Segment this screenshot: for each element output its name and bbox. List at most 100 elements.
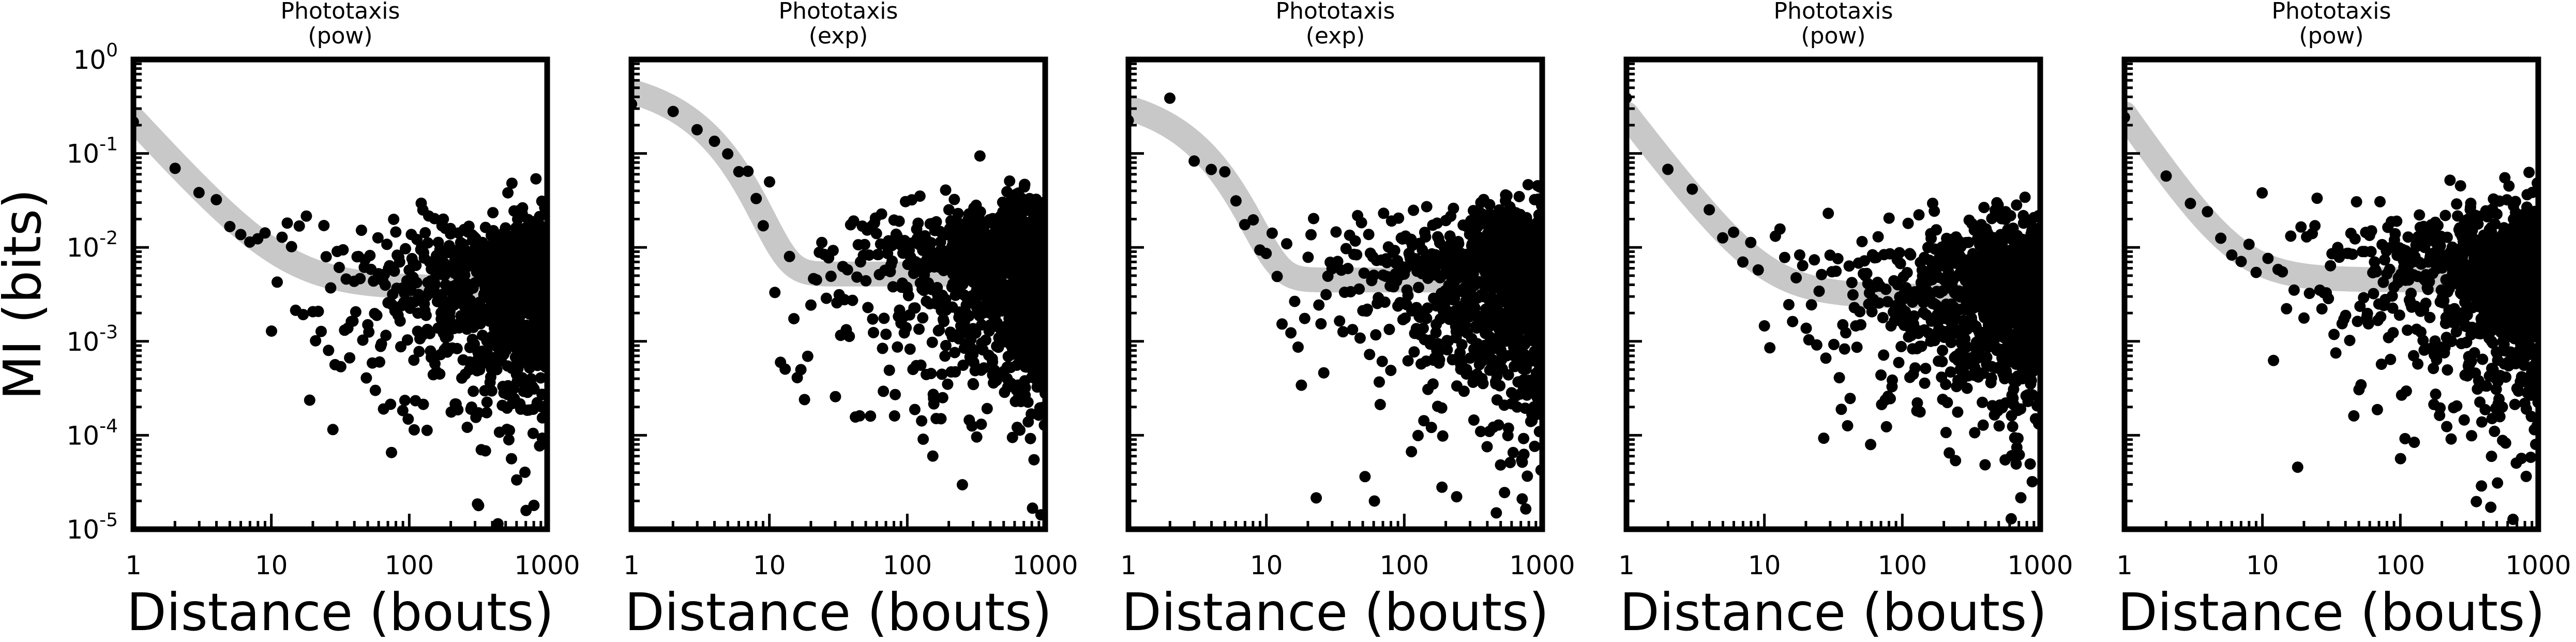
data-point bbox=[463, 220, 475, 232]
data-point bbox=[461, 422, 473, 433]
data-point bbox=[2439, 210, 2451, 221]
data-point bbox=[1842, 420, 1854, 431]
data-point bbox=[1285, 327, 1297, 339]
x-tick-label: 1 bbox=[1618, 550, 1635, 580]
data-point bbox=[939, 350, 951, 362]
data-point bbox=[2370, 266, 2382, 278]
data-point bbox=[2375, 359, 2387, 370]
data-point bbox=[859, 238, 870, 250]
data-point bbox=[422, 237, 434, 249]
data-point bbox=[1006, 431, 1018, 443]
data-point bbox=[2477, 353, 2489, 365]
data-point bbox=[375, 338, 387, 350]
data-point bbox=[1909, 362, 1921, 374]
data-point bbox=[1502, 369, 1514, 381]
data-point bbox=[1359, 471, 1371, 483]
data-point bbox=[1950, 455, 1962, 467]
data-point bbox=[928, 398, 940, 410]
data-point bbox=[1027, 502, 1038, 514]
data-point bbox=[224, 221, 236, 232]
data-point bbox=[325, 282, 337, 294]
data-point bbox=[1977, 419, 1989, 431]
data-point bbox=[2243, 238, 2255, 250]
data-point bbox=[1752, 264, 1764, 276]
data-point bbox=[2431, 354, 2443, 366]
data-point bbox=[1412, 429, 1424, 441]
data-point bbox=[1308, 213, 1319, 225]
data-point bbox=[1475, 426, 1486, 438]
data-point bbox=[784, 250, 795, 262]
data-point bbox=[1004, 175, 1016, 187]
data-point bbox=[1893, 356, 1905, 368]
data-point bbox=[413, 346, 425, 357]
x-tick-label: 1 bbox=[623, 550, 640, 580]
data-point bbox=[1908, 310, 1920, 322]
data-point bbox=[479, 445, 491, 457]
data-point bbox=[1364, 349, 1376, 361]
data-point bbox=[266, 325, 277, 337]
data-point bbox=[355, 225, 367, 236]
data-point bbox=[1427, 378, 1439, 390]
data-point bbox=[2441, 231, 2453, 243]
panel-3-data bbox=[1128, 92, 1542, 519]
data-point bbox=[2012, 432, 2024, 444]
panel-1-title: Phototaxis (pow) bbox=[281, 0, 400, 49]
data-point bbox=[429, 278, 441, 290]
data-point bbox=[802, 350, 814, 362]
panel-1: Phototaxis (pow)1 10 100 100010010-110-210-3… bbox=[0, 0, 580, 642]
data-point bbox=[530, 173, 542, 185]
data-point bbox=[1399, 312, 1411, 324]
data-point bbox=[1422, 302, 1434, 314]
data-point bbox=[2489, 425, 2500, 437]
data-point bbox=[2160, 170, 2172, 182]
data-point bbox=[1809, 254, 1820, 266]
data-point bbox=[421, 424, 433, 436]
data-point bbox=[914, 190, 926, 202]
data-point bbox=[810, 274, 822, 286]
data-point bbox=[2451, 198, 2463, 210]
data-point bbox=[968, 379, 980, 391]
data-point bbox=[381, 238, 393, 250]
data-point bbox=[1905, 249, 1917, 261]
data-point bbox=[1783, 298, 1795, 310]
data-point bbox=[2441, 421, 2453, 432]
data-point bbox=[491, 364, 503, 376]
data-point bbox=[851, 271, 863, 283]
data-point bbox=[825, 271, 837, 282]
data-point bbox=[1292, 341, 1304, 353]
data-point bbox=[2468, 347, 2480, 359]
data-point bbox=[259, 227, 271, 239]
panel-frame bbox=[1125, 56, 1545, 532]
y-tick-label: 10-4 bbox=[66, 415, 118, 451]
data-point bbox=[2525, 411, 2537, 423]
y-tick-label: 10-3 bbox=[66, 322, 118, 357]
data-point bbox=[1779, 251, 1790, 263]
data-point bbox=[2379, 254, 2390, 266]
data-point bbox=[1469, 302, 1481, 314]
data-point bbox=[1334, 315, 1346, 327]
data-point bbox=[1830, 265, 1842, 277]
data-point bbox=[1518, 432, 1530, 444]
data-point bbox=[2346, 248, 2358, 260]
data-point bbox=[2024, 458, 2036, 470]
data-point bbox=[966, 420, 978, 432]
data-point bbox=[1893, 247, 1905, 259]
data-point bbox=[742, 166, 754, 177]
data-point bbox=[434, 368, 446, 380]
data-point bbox=[2371, 404, 2383, 415]
data-point bbox=[900, 322, 912, 334]
data-point bbox=[938, 316, 950, 327]
data-point bbox=[1941, 397, 1953, 409]
data-point bbox=[847, 294, 858, 306]
data-point bbox=[2434, 240, 2446, 252]
data-point bbox=[380, 330, 392, 341]
data-point bbox=[2285, 230, 2297, 242]
data-point bbox=[500, 222, 511, 234]
data-point bbox=[400, 243, 411, 255]
data-point bbox=[2358, 292, 2370, 304]
data-point bbox=[1832, 253, 1844, 264]
data-point bbox=[1920, 363, 1932, 375]
data-point bbox=[1351, 249, 1363, 261]
data-point bbox=[1887, 374, 1898, 386]
